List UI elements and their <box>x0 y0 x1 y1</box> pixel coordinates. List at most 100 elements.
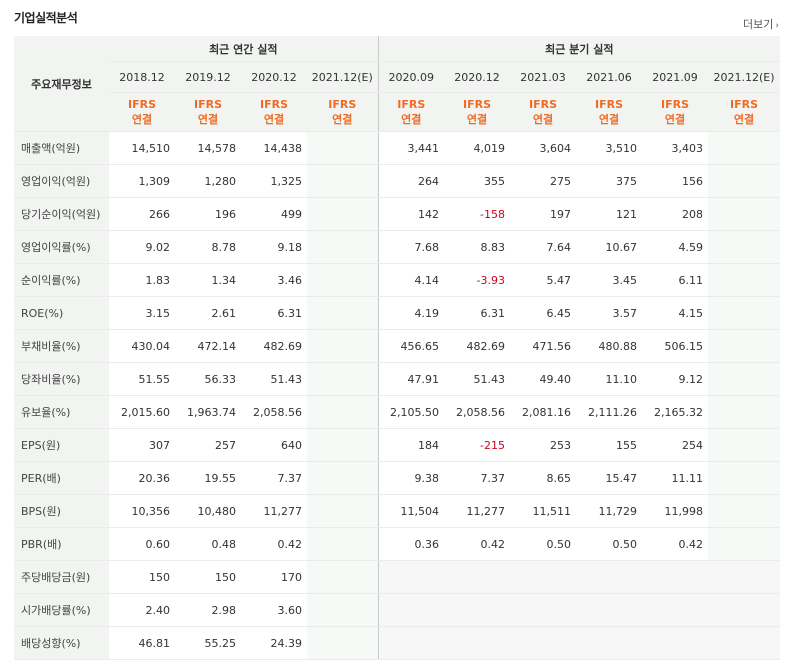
annual-header: 최근 연간 실적 <box>109 36 379 62</box>
basis-ifrs: IFRS <box>730 98 759 111</box>
basis-ifrs: IFRS <box>260 98 288 111</box>
quarter-cell: 6.11 <box>642 263 709 297</box>
quarter-cell <box>510 560 577 594</box>
quarter-cell: 480.88 <box>576 329 643 363</box>
quarter-cell <box>510 626 577 660</box>
row-label: 매출액(억원) <box>14 131 109 165</box>
basis-ifrs: IFRS <box>328 98 357 111</box>
quarter-cell: 11,998 <box>642 494 709 528</box>
basis-ifrs: IFRS <box>661 98 690 111</box>
quarter-cell: 0.42 <box>444 527 511 561</box>
annual-cell: 1.83 <box>109 263 175 297</box>
more-link[interactable]: 더보기 › <box>743 16 779 32</box>
basis-consolidated: 연결 <box>733 113 755 126</box>
quarter-cell: 7.68 <box>377 230 445 264</box>
quarter-cell: 49.40 <box>510 362 577 396</box>
annual-cell: 8.78 <box>175 230 241 264</box>
row-label: 부채비율(%) <box>14 329 109 363</box>
row-label: 시가배당률(%) <box>14 593 109 627</box>
quarter-period-5: 2021.12(E) <box>708 61 781 93</box>
quarter-cell: 506.15 <box>642 329 709 363</box>
quarter-cell <box>377 560 445 594</box>
quarter-basis-5: IFRS 연결 <box>708 92 781 132</box>
annual-cell: 24.39 <box>241 626 307 660</box>
quarter-cell: 2,165.32 <box>642 395 709 429</box>
quarter-cell <box>377 626 445 660</box>
annual-cell <box>307 626 379 660</box>
annual-cell: 14,438 <box>241 131 307 165</box>
quarter-basis-2: IFRS 연결 <box>510 92 577 132</box>
table-row: ROE(%) 3.15 2.61 6.31 4.19 6.31 6.45 3.57 4.15 <box>14 296 781 330</box>
quarter-cell <box>708 527 781 561</box>
quarter-cell <box>576 593 643 627</box>
annual-cell: 2,015.60 <box>109 395 175 429</box>
annual-cell <box>307 494 379 528</box>
annual-cell <box>307 461 379 495</box>
annual-cell: 51.43 <box>241 362 307 396</box>
annual-cell: 257 <box>175 428 241 462</box>
quarter-cell: 155 <box>576 428 643 462</box>
annual-cell: 266 <box>109 197 175 231</box>
quarter-cell: 355 <box>444 164 511 198</box>
annual-cell: 9.02 <box>109 230 175 264</box>
quarter-cell <box>642 626 709 660</box>
quarter-cell <box>708 329 781 363</box>
annual-cell <box>307 560 379 594</box>
table-row: 부채비율(%) 430.04 472.14 482.69 456.65 482.69 471… <box>14 329 781 363</box>
annual-cell: 1,325 <box>241 164 307 198</box>
annual-cell: 3.15 <box>109 296 175 330</box>
annual-cell: 46.81 <box>109 626 175 660</box>
quarter-cell <box>708 131 781 165</box>
table-row: PER(배) 20.36 19.55 7.37 9.38 7.37 8.65 15.47 11.… <box>14 461 781 495</box>
quarter-cell: 11.11 <box>642 461 709 495</box>
annual-cell: 150 <box>109 560 175 594</box>
annual-cell: 640 <box>241 428 307 462</box>
quarter-cell: 142 <box>377 197 445 231</box>
quarter-cell: 4.59 <box>642 230 709 264</box>
quarter-cell <box>708 593 781 627</box>
annual-period-1: 2019.12 <box>175 61 241 93</box>
annual-cell: 1,963.74 <box>175 395 241 429</box>
row-label: PBR(배) <box>14 527 109 561</box>
annual-cell: 170 <box>241 560 307 594</box>
basis-ifrs: IFRS <box>595 98 624 111</box>
quarter-cell <box>708 296 781 330</box>
annual-cell: 2,058.56 <box>241 395 307 429</box>
quarter-cell: -158 <box>444 197 511 231</box>
annual-cell: 196 <box>175 197 241 231</box>
quarter-cell: 10.67 <box>576 230 643 264</box>
annual-cell: 10,480 <box>175 494 241 528</box>
quarter-period-1: 2020.12 <box>444 61 511 93</box>
quarter-cell: 3,510 <box>576 131 643 165</box>
row-label: EPS(원) <box>14 428 109 462</box>
quarter-cell: 0.50 <box>510 527 577 561</box>
quarter-cell: 208 <box>642 197 709 231</box>
table-row: BPS(원) 10,356 10,480 11,277 11,504 11,277 11,5… <box>14 494 781 528</box>
annual-cell: 9.18 <box>241 230 307 264</box>
annual-basis-1: IFRS 연결 <box>175 92 241 132</box>
quarter-cell <box>708 560 781 594</box>
quarter-cell: 471.56 <box>510 329 577 363</box>
quarter-cell: 5.47 <box>510 263 577 297</box>
annual-cell <box>307 230 379 264</box>
quarter-cell: 3,604 <box>510 131 577 165</box>
basis-consolidated: 연결 <box>263 113 285 126</box>
annual-cell <box>307 296 379 330</box>
quarter-cell: 184 <box>377 428 445 462</box>
quarter-cell: 11,504 <box>377 494 445 528</box>
quarter-cell <box>444 593 511 627</box>
annual-cell: 150 <box>175 560 241 594</box>
quarter-cell: 2,105.50 <box>377 395 445 429</box>
annual-cell: 10,356 <box>109 494 175 528</box>
quarter-cell: 197 <box>510 197 577 231</box>
table-row: EPS(원) 307 257 640 184 -215 253 155 254 <box>14 428 781 462</box>
annual-cell: 1,280 <box>175 164 241 198</box>
basis-consolidated: 연결 <box>197 113 219 126</box>
annual-cell <box>307 395 379 429</box>
chevron-right-icon: › <box>775 21 779 31</box>
annual-cell: 499 <box>241 197 307 231</box>
quarter-cell <box>708 197 781 231</box>
quarter-cell <box>708 230 781 264</box>
quarter-cell <box>708 362 781 396</box>
quarter-cell <box>708 626 781 660</box>
